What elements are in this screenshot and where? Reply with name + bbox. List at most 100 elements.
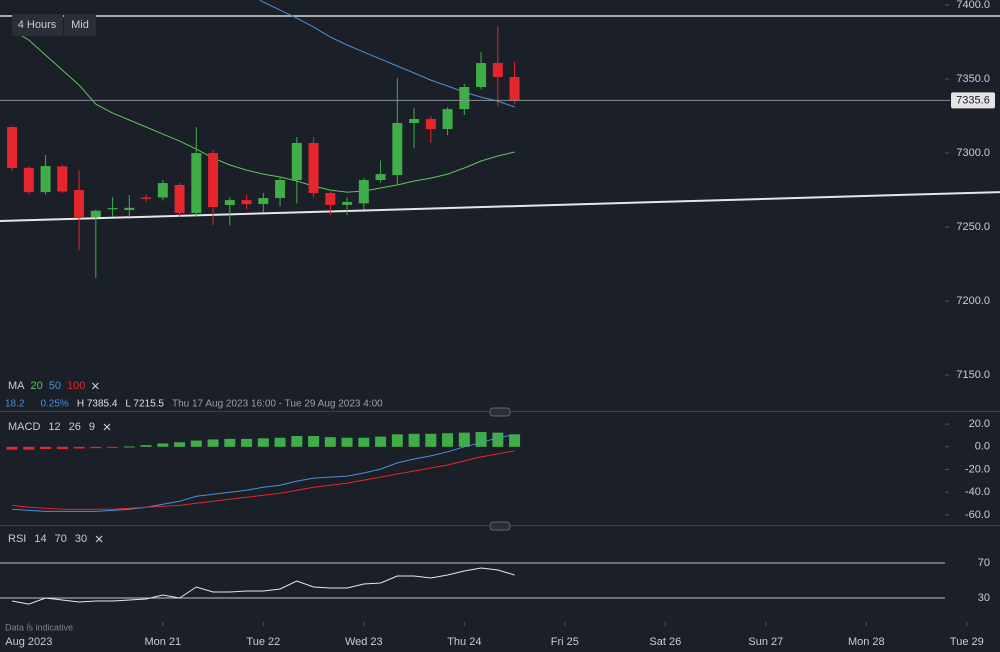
histogram-bar	[341, 437, 353, 447]
legend-title: MA	[8, 380, 25, 392]
histogram-bar	[391, 434, 403, 447]
interval-label: 4 Hours	[18, 19, 57, 31]
moving-average	[11, 29, 515, 193]
candle-body	[275, 179, 286, 199]
x-tick-label: Sun 27	[748, 636, 783, 648]
y-tick-label: 30	[978, 592, 990, 604]
legend-entry: 50	[49, 380, 61, 392]
histogram-bar	[291, 436, 303, 447]
close-icon[interactable]	[95, 535, 103, 543]
y-tick-label: 20.0	[969, 418, 990, 430]
x-tick-label: Mon 28	[848, 636, 885, 648]
candle-body	[224, 200, 235, 205]
histogram-bar	[425, 433, 437, 447]
candle-body	[358, 179, 369, 204]
y-tick-label: 0.0	[975, 441, 990, 453]
info-text: 18.2	[5, 399, 25, 410]
close-icon[interactable]	[103, 423, 111, 431]
histogram-bar	[224, 438, 236, 447]
histogram-bar	[492, 432, 504, 447]
indicator-title: MACD	[8, 421, 40, 433]
histogram-bar	[475, 432, 487, 447]
candle-body	[90, 210, 101, 217]
histogram-bar	[123, 446, 135, 448]
close-icon[interactable]	[91, 382, 99, 390]
x-tick-label: Tue 29	[950, 636, 984, 648]
x-tick-label: Thu 24	[447, 636, 481, 648]
histogram-bar	[458, 432, 470, 447]
candle-body	[107, 208, 118, 210]
panel-handle[interactable]	[489, 521, 511, 531]
histogram-bar	[358, 437, 370, 447]
legend-entry: 20	[31, 380, 43, 392]
candle-body	[241, 200, 252, 205]
candle-body	[57, 166, 68, 192]
candle-body	[191, 153, 202, 213]
x-tick-label: Sat 26	[649, 636, 681, 648]
candle-body	[258, 198, 269, 205]
legend-entry: 100	[67, 380, 85, 392]
y-tick-label: 7250.0	[956, 221, 990, 233]
close-icon-shape	[91, 382, 99, 390]
candle-body	[208, 153, 219, 208]
price-tag	[951, 92, 995, 109]
histogram-bar	[274, 437, 286, 447]
info-text: L 7215.5	[125, 399, 164, 410]
y-tick-label: 7150.0	[956, 369, 990, 381]
histogram-bar	[241, 438, 253, 447]
moving-average	[258, 0, 515, 108]
candle-body	[74, 190, 85, 217]
close-icon-shape	[103, 423, 111, 431]
candle-body	[141, 197, 152, 199]
x-tick-label: Wed 23	[345, 636, 383, 648]
candle-body	[40, 166, 51, 193]
histogram-bar	[140, 445, 152, 447]
close-icon-shape	[95, 535, 103, 543]
y-tick-label: 7400.0	[956, 0, 990, 11]
candle-body	[492, 63, 503, 77]
y-tick-label: -40.0	[965, 486, 990, 498]
histogram-bar	[23, 446, 35, 450]
histogram-bar	[174, 442, 186, 447]
candle-body	[409, 119, 420, 123]
indicator-param: 9	[89, 421, 95, 433]
y-tick-label: 7300.0	[956, 147, 990, 159]
histogram-bar	[90, 446, 102, 449]
macd-line	[12, 450, 515, 510]
candle-body	[308, 142, 319, 194]
indicator-param: 12	[48, 421, 60, 433]
candle-body	[124, 207, 135, 211]
y-tick-label: 70	[978, 557, 990, 569]
histogram-bar	[375, 436, 387, 447]
histogram-bar	[257, 438, 269, 447]
histogram-bar	[207, 439, 219, 447]
y-tick-label: -20.0	[965, 463, 990, 475]
histogram-bar	[308, 436, 320, 447]
price-button[interactable]	[64, 14, 96, 36]
candle-body	[325, 193, 336, 205]
histogram-bar	[408, 433, 420, 447]
y-tick-label: 7350.0	[956, 73, 990, 85]
panel-handle[interactable]	[489, 407, 511, 417]
price-tag-label: 7335.6	[956, 94, 990, 106]
x-tick-label: Fri 25	[551, 636, 579, 648]
candle-body	[174, 185, 185, 213]
info-text: Thu 17 Aug 2023 16:00 - Tue 29 Aug 2023 …	[172, 399, 383, 410]
candle-body	[342, 201, 353, 205]
histogram-bar	[509, 434, 521, 447]
histogram-bar	[324, 437, 336, 447]
price-label: Mid	[71, 19, 89, 31]
candle-body	[375, 174, 386, 180]
x-tick-label: Mon 21	[144, 636, 181, 648]
candle-body	[291, 142, 302, 180]
trendline	[0, 191, 1000, 222]
indicator-title: RSI	[8, 533, 26, 545]
interval-button[interactable]	[12, 14, 63, 36]
candle-body	[23, 167, 34, 193]
histogram-bar	[157, 443, 169, 447]
info-text: 0.25%	[40, 399, 68, 410]
info-text: H 7385.4	[77, 399, 118, 410]
